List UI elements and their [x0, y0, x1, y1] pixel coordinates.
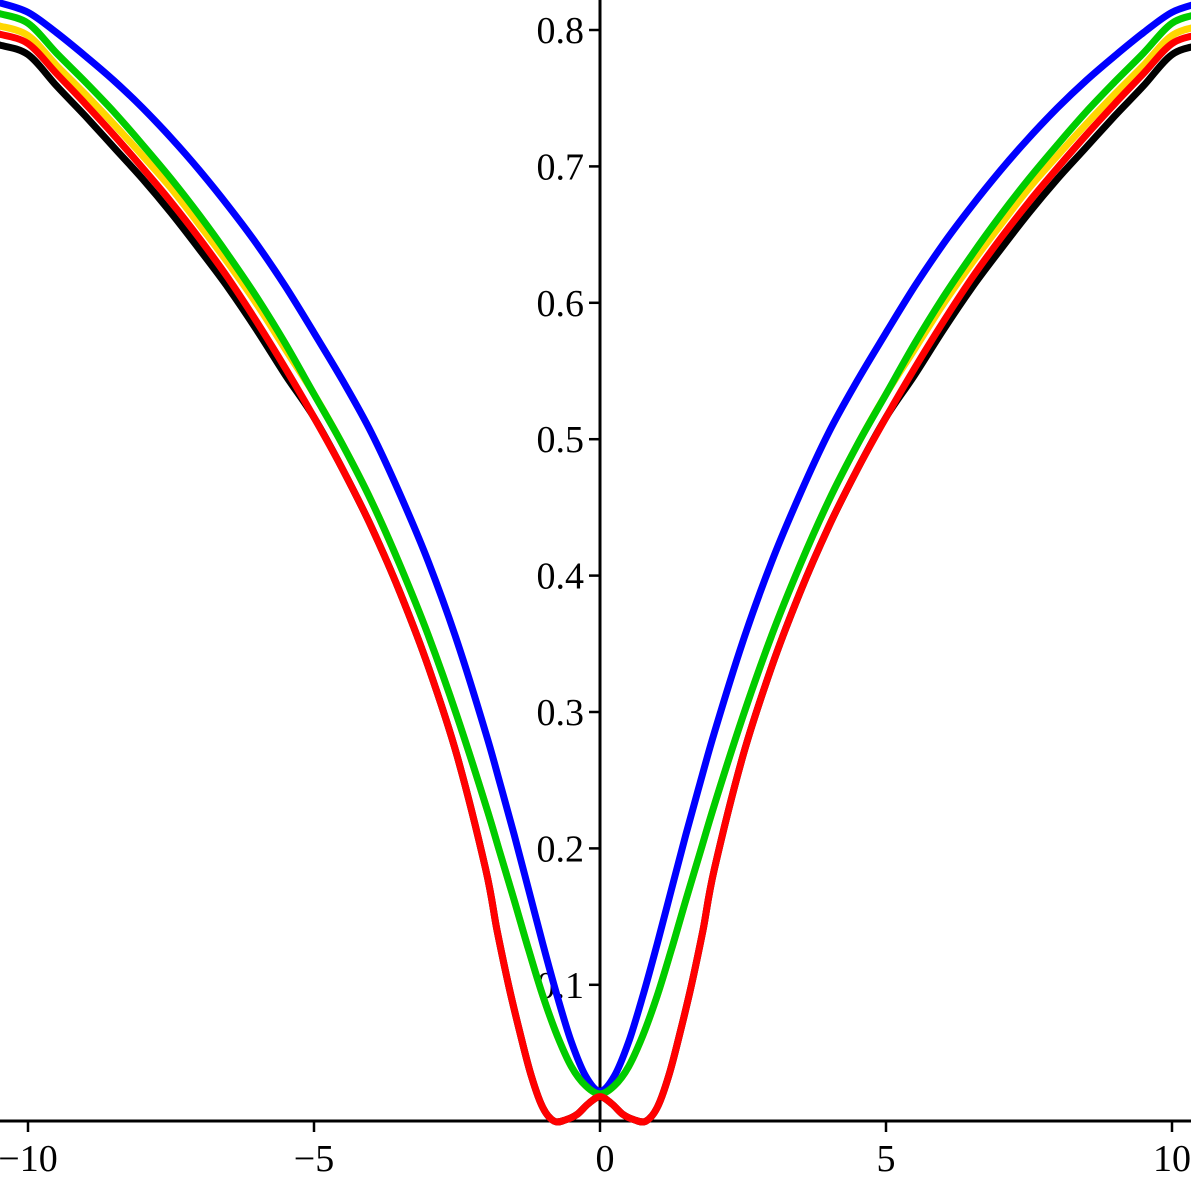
x-tick-label: 5: [877, 1138, 896, 1179]
y-tick-label: 0.3: [537, 692, 585, 734]
x-tick-label: −10: [0, 1138, 58, 1179]
y-tick-label: 0.5: [537, 419, 585, 461]
y-tick-label: 0.8: [537, 10, 585, 52]
y-tick-label: 0.7: [537, 146, 585, 188]
y-tick-label: 0.6: [537, 283, 585, 325]
x-tick-label: −5: [294, 1138, 334, 1179]
y-tick-label: 0.2: [537, 828, 585, 870]
y-tick-label: 0.4: [537, 556, 585, 598]
x-tick-label: 10: [1153, 1138, 1191, 1179]
x-tick-label: 0: [596, 1138, 615, 1179]
curve-red-curve: [0, 30, 1191, 1126]
